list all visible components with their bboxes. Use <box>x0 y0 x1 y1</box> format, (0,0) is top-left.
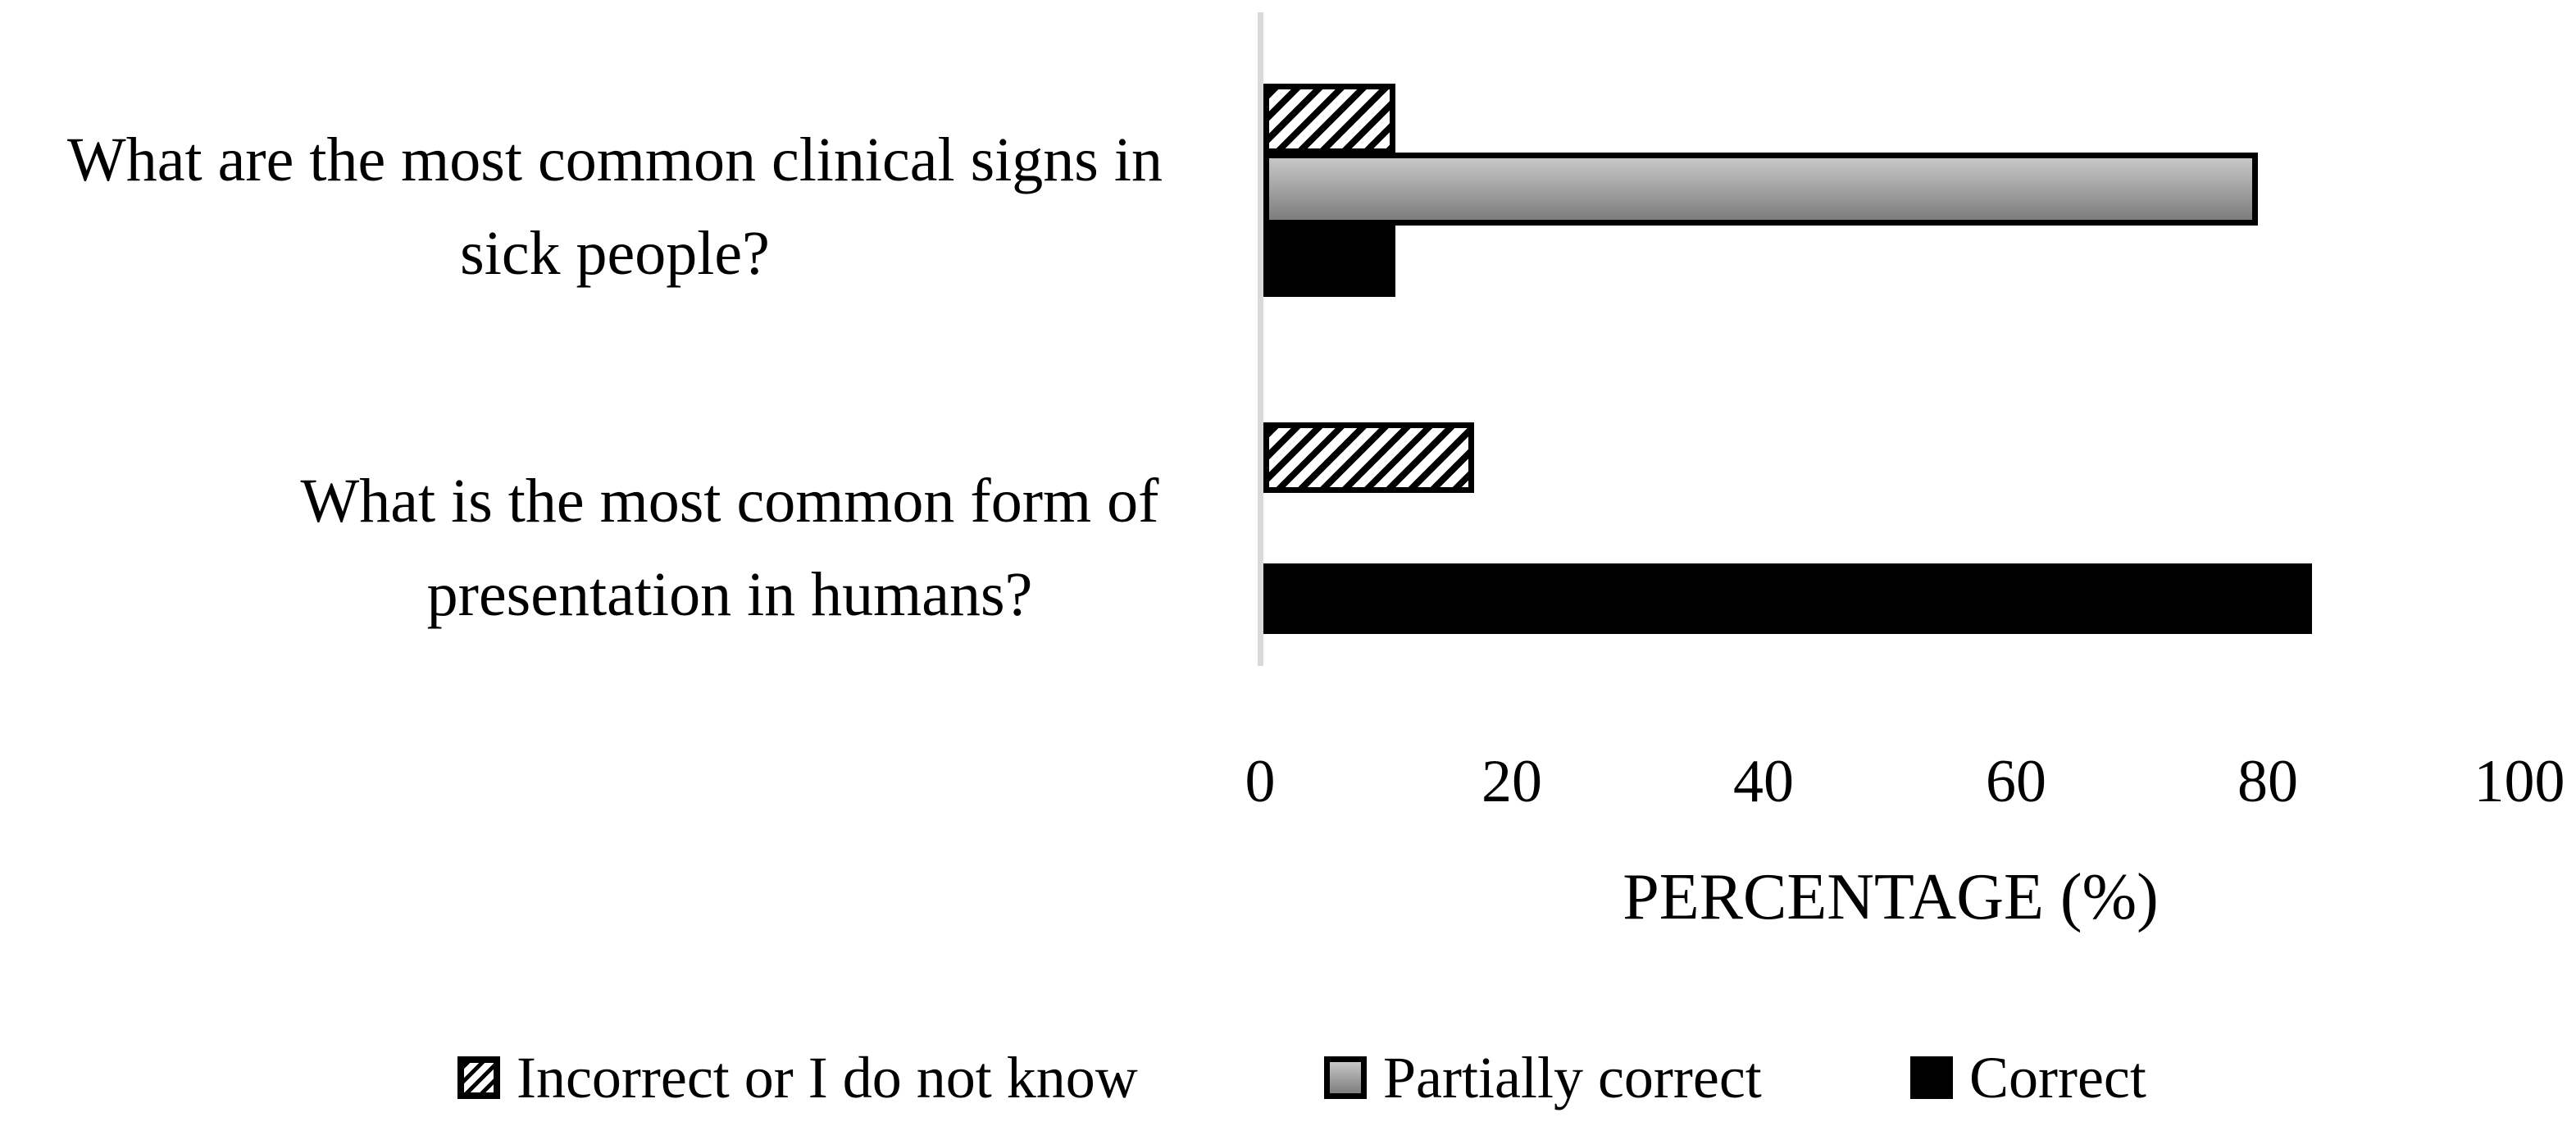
x-tick-100: 100 <box>2474 748 2565 815</box>
bar-q1-correct <box>1263 225 1395 297</box>
x-tick-40: 40 <box>1733 748 1794 815</box>
category-axis-line <box>1258 12 1263 666</box>
category-label-1-line-1: What are the most common clinical signs … <box>66 125 1163 194</box>
category-label-1: What are the most common clinical signs … <box>0 113 1230 300</box>
legend-label-correct: Correct <box>1969 1045 2146 1110</box>
x-axis-title: PERCENTAGE (%) <box>1623 861 2159 933</box>
x-tick-20: 20 <box>1481 748 1542 815</box>
legend-item-correct: Correct <box>1910 1048 2146 1107</box>
category-label-2: What is the most common form of presenta… <box>238 454 1222 641</box>
category-label-2-line-1: What is the most common form of <box>300 467 1159 536</box>
legend-swatch-hatch-icon <box>457 1056 500 1099</box>
legend-item-partially-correct: Partially correct <box>1324 1048 1762 1107</box>
legend-item-incorrect: Incorrect or I do not know <box>457 1048 1138 1107</box>
bar-q2-incorrect <box>1263 422 1474 493</box>
legend-swatch-black-icon <box>1910 1056 1953 1099</box>
category-label-1-line-2: sick people? <box>460 219 770 288</box>
x-tick-80: 80 <box>2237 748 2298 815</box>
legend-label-partially-correct: Partially correct <box>1383 1045 1762 1110</box>
x-tick-0: 0 <box>1245 748 1276 815</box>
bar-q2-correct <box>1263 563 2312 634</box>
legend-label-incorrect: Incorrect or I do not know <box>517 1045 1138 1110</box>
legend-swatch-gray-icon <box>1324 1056 1367 1099</box>
bar-q1-partially-correct <box>1263 153 2258 226</box>
bar-q1-incorrect <box>1263 84 1395 154</box>
x-tick-60: 60 <box>1986 748 2046 815</box>
category-label-2-line-2: presentation in humans? <box>426 560 1033 629</box>
